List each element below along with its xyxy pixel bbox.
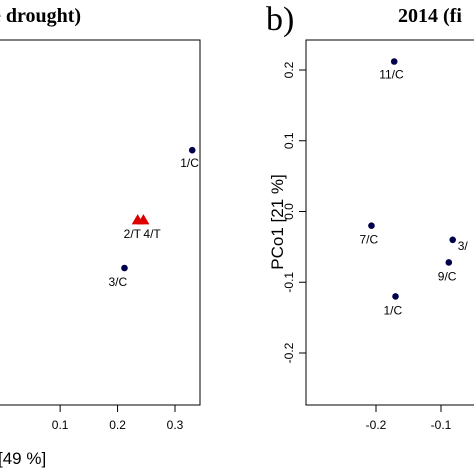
control-point-marker <box>445 259 453 266</box>
panel-b: -0.2 -0.1 0.2 0.1 0.0 -0.1 -0.2 2014 (fi b) PCo1 … <box>266 1 474 432</box>
control-point-marker <box>392 293 399 300</box>
x-tick-label: -0.2 <box>366 418 387 432</box>
x-tick-label: 0.2 <box>109 418 126 432</box>
x-tick-label: -0.1 <box>431 418 452 432</box>
chart-title: 2014 (fi <box>398 5 462 27</box>
chart-title: e drought) <box>0 5 81 27</box>
control-point-marker <box>368 222 375 229</box>
point-label: 1/C <box>384 303 403 317</box>
point-label: 9/C <box>438 269 457 283</box>
plot-frame <box>0 39 201 406</box>
treatment-point-marker <box>137 214 150 225</box>
y-axis-label: PCo1 [21 %] <box>268 174 287 269</box>
point-label: 1/C <box>180 156 199 170</box>
y-tick-label: 0.0 <box>282 203 296 220</box>
point-label: 11/C <box>379 68 404 82</box>
x-tick-label: 0.1 <box>52 418 69 432</box>
y-tick-label: 0.2 <box>282 61 296 78</box>
point-label: 4/T <box>143 227 161 241</box>
plot-frame <box>305 39 474 406</box>
control-point-marker <box>121 264 128 272</box>
x-axis-label: [49 %] <box>0 449 46 468</box>
point-label: 7/C <box>359 233 378 247</box>
x-tick-label: 0.3 <box>167 418 184 432</box>
panel-a: 0.10.20.3e drought)[49 %]1/C2/T4/T3/CC <box>0 5 201 468</box>
y-tick-label: -0.2 <box>282 342 296 363</box>
control-point-marker <box>390 58 398 65</box>
control-point-marker <box>188 146 196 154</box>
y-tick-label: -0.1 <box>282 272 296 293</box>
y-tick-label: 0.1 <box>282 132 296 149</box>
point-label: 2/T <box>124 227 142 241</box>
point-label: 3/C <box>108 275 127 289</box>
control-point-marker <box>449 236 457 244</box>
point-label: 3/ <box>458 239 469 253</box>
panel-letter: b) <box>266 1 294 38</box>
